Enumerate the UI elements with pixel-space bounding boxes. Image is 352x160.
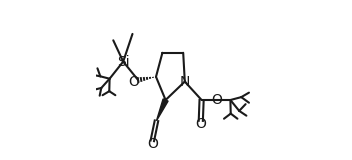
Polygon shape (157, 99, 168, 121)
Text: N: N (180, 75, 190, 89)
Text: O: O (195, 117, 206, 131)
Text: O: O (128, 75, 139, 89)
Text: O: O (147, 137, 158, 151)
Text: Si: Si (117, 55, 130, 69)
Text: O: O (211, 93, 222, 107)
